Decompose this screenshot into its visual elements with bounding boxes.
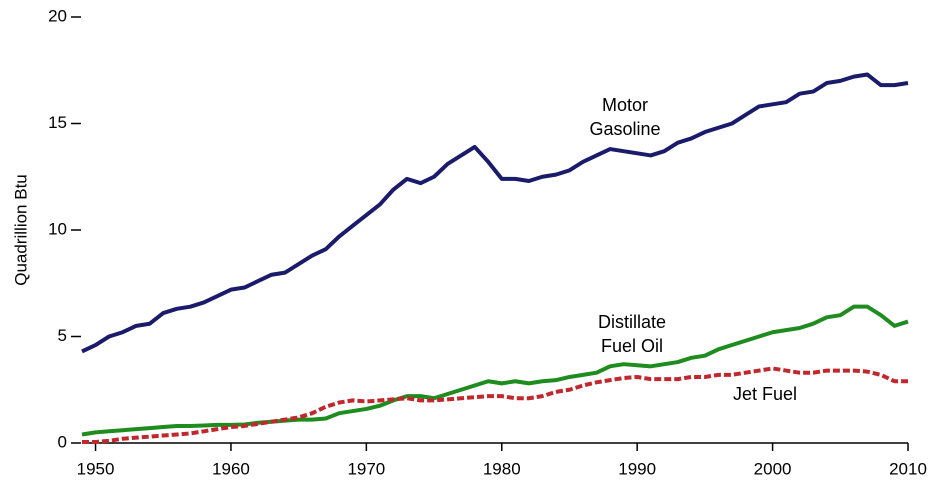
y-axis-label: Quadrillion Btu xyxy=(11,174,30,286)
x-tick-label: 2000 xyxy=(754,459,792,478)
series-label: Fuel Oil xyxy=(601,336,663,356)
x-tick-label: 1950 xyxy=(77,459,115,478)
y-tick-label: 10 xyxy=(48,219,67,238)
y-tick-label: 0 xyxy=(58,432,67,451)
x-tick-label: 1990 xyxy=(618,459,656,478)
series-line xyxy=(82,366,908,444)
x-tick-label: 1980 xyxy=(483,459,521,478)
y-tick-label: 5 xyxy=(58,326,67,345)
y-tick-label: 20 xyxy=(48,6,67,25)
x-tick-label: 1970 xyxy=(347,459,385,478)
series-line xyxy=(81,304,909,437)
y-tick-label: 15 xyxy=(48,113,67,132)
x-tick-label: 1960 xyxy=(212,459,250,478)
series-label: Motor xyxy=(602,95,648,115)
x-tick-label: 2010 xyxy=(889,459,927,478)
series-label: Jet Fuel xyxy=(733,384,797,404)
series-line xyxy=(81,72,909,354)
series-label: Gasoline xyxy=(589,119,660,139)
series-label: Distillate xyxy=(598,312,666,332)
